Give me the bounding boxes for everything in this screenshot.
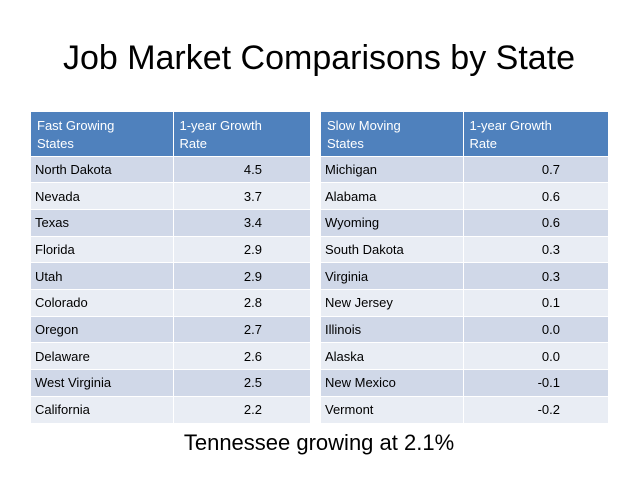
rate-cell: 0.6 — [463, 182, 608, 210]
state-cell: West Virginia — [31, 369, 174, 397]
page-title: Job Market Comparisons by State — [62, 39, 576, 77]
fast-growing-table: Fast Growing States 1-year Growth Rate N… — [31, 112, 310, 423]
table-row: Vermont -0.2 — [321, 395, 608, 423]
rate-cell: 0.3 — [463, 235, 608, 263]
state-cell: Vermont — [321, 395, 464, 423]
header-rate: 1-year Growth Rate — [463, 112, 608, 156]
rate-cell: 0.7 — [463, 155, 608, 183]
table-row: South Dakota 0.3 — [321, 235, 608, 263]
table-row: Alaska 0.0 — [321, 342, 608, 370]
rate-cell: 2.9 — [173, 235, 310, 263]
state-cell: Colorado — [31, 288, 174, 317]
rate-cell: 2.8 — [173, 288, 310, 317]
rate-cell: 0.6 — [463, 208, 608, 237]
header-state: Slow Moving States — [321, 112, 464, 156]
table-header-row: Fast Growing States 1-year Growth Rate — [31, 112, 310, 156]
table-row: Virginia 0.3 — [321, 262, 608, 290]
state-cell: Virginia — [321, 262, 464, 290]
rate-cell: 2.7 — [173, 315, 310, 343]
table-row: Utah 2.9 — [31, 262, 310, 290]
table-row: Texas 3.4 — [31, 208, 310, 237]
table-row: Delaware 2.6 — [31, 342, 310, 370]
state-cell: North Dakota — [31, 155, 174, 183]
table-row: Oregon 2.7 — [31, 315, 310, 343]
state-cell: Illinois — [321, 315, 464, 343]
header-rate: 1-year Growth Rate — [173, 112, 310, 156]
table-row: Florida 2.9 — [31, 235, 310, 263]
state-cell: Michigan — [321, 155, 464, 183]
rate-cell: 3.7 — [173, 182, 310, 210]
state-cell: Utah — [31, 262, 174, 290]
table-row: Colorado 2.8 — [31, 288, 310, 317]
state-cell: Oregon — [31, 315, 174, 343]
table-row: Wyoming 0.6 — [321, 208, 608, 237]
table-row: West Virginia 2.5 — [31, 369, 310, 397]
table-row: New Jersey 0.1 — [321, 288, 608, 317]
table-row: California 2.2 — [31, 395, 310, 423]
table-row: Michigan 0.7 — [321, 155, 608, 183]
header-state: Fast Growing States — [31, 112, 174, 156]
rate-cell: 2.2 — [173, 395, 310, 423]
rate-cell: -0.1 — [463, 369, 608, 397]
state-cell: New Mexico — [321, 369, 464, 397]
tennessee-note: Tennessee growing at 2.1% — [183, 430, 455, 455]
state-cell: South Dakota — [321, 235, 464, 263]
rate-cell: 0.0 — [463, 342, 608, 370]
table-row: Nevada 3.7 — [31, 182, 310, 210]
state-cell: Wyoming — [321, 208, 464, 237]
table-row: Illinois 0.0 — [321, 315, 608, 343]
rate-cell: 0.1 — [463, 288, 608, 317]
rate-cell: 2.5 — [173, 369, 310, 397]
rate-cell: -0.2 — [463, 395, 608, 423]
state-cell: New Jersey — [321, 288, 464, 317]
state-cell: Nevada — [31, 182, 174, 210]
table-row: North Dakota 4.5 — [31, 155, 310, 183]
slow-moving-table: Slow Moving States 1-year Growth Rate Mi… — [321, 112, 608, 423]
rate-cell: 3.4 — [173, 208, 310, 237]
table-row: New Mexico -0.1 — [321, 369, 608, 397]
rate-cell: 0.3 — [463, 262, 608, 290]
state-cell: Texas — [31, 208, 174, 237]
rate-cell: 2.9 — [173, 262, 310, 290]
table-header-row: Slow Moving States 1-year Growth Rate — [321, 112, 608, 156]
table-row: Alabama 0.6 — [321, 182, 608, 210]
state-cell: California — [31, 395, 174, 423]
rate-cell: 4.5 — [173, 155, 310, 183]
rate-cell: 2.6 — [173, 342, 310, 370]
state-cell: Delaware — [31, 342, 174, 370]
state-cell: Alabama — [321, 182, 464, 210]
rate-cell: 0.0 — [463, 315, 608, 343]
state-cell: Alaska — [321, 342, 464, 370]
state-cell: Florida — [31, 235, 174, 263]
